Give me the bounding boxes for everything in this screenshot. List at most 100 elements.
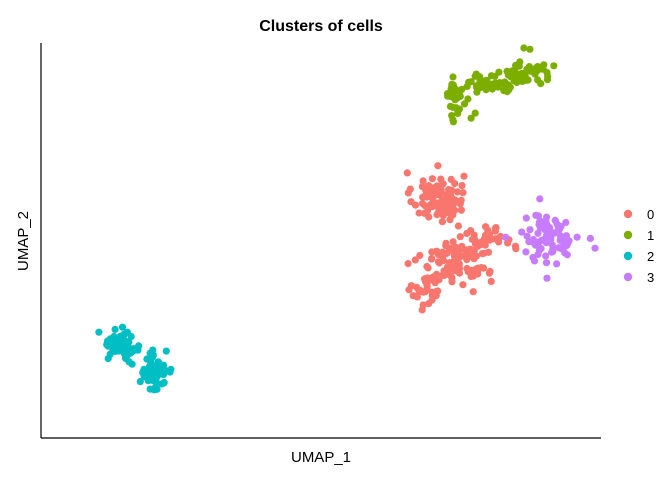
- point-cluster-3: [545, 235, 553, 243]
- point-cluster-0: [451, 179, 459, 188]
- point-cluster-2: [127, 333, 135, 341]
- point-cluster-3: [586, 234, 595, 242]
- point-cluster-0: [418, 200, 427, 208]
- point-cluster-0: [480, 264, 488, 272]
- point-cluster-3: [543, 274, 551, 282]
- point-cluster-0: [476, 241, 484, 249]
- point-cluster-1: [495, 68, 503, 76]
- point-cluster-1: [531, 65, 539, 73]
- point-cluster-2: [120, 337, 128, 345]
- legend-swatch-2: [623, 251, 633, 261]
- point-cluster-3: [573, 233, 581, 241]
- point-cluster-2: [159, 370, 167, 378]
- point-cluster-0: [437, 175, 445, 183]
- point-cluster-3: [562, 232, 571, 240]
- legend-label-3: 3: [647, 270, 654, 285]
- point-cluster-0: [404, 189, 412, 197]
- point-cluster-2: [140, 365, 148, 373]
- point-cluster-0: [487, 277, 495, 285]
- point-cluster-0: [448, 202, 456, 210]
- point-cluster-2: [143, 355, 151, 363]
- point-cluster-3: [522, 248, 530, 256]
- series-1-points: [443, 44, 558, 126]
- point-cluster-0: [454, 222, 462, 230]
- series-0-points: [403, 162, 520, 314]
- series-2-points: [95, 323, 175, 394]
- point-cluster-0: [449, 238, 457, 246]
- point-cluster-0: [460, 172, 468, 180]
- point-cluster-3: [526, 226, 534, 234]
- point-cluster-1: [543, 76, 552, 84]
- point-cluster-0: [422, 186, 430, 194]
- point-cluster-1: [447, 85, 455, 93]
- point-cluster-1: [501, 78, 509, 86]
- point-cluster-0: [445, 265, 453, 273]
- point-cluster-2: [108, 342, 116, 350]
- point-cluster-3: [523, 232, 531, 240]
- legend: 0 1 2 3: [623, 207, 654, 285]
- legend-item-2: 2: [623, 249, 654, 264]
- point-cluster-0: [405, 286, 413, 294]
- point-cluster-0: [453, 188, 462, 196]
- point-cluster-2: [104, 355, 112, 363]
- point-cluster-1: [526, 45, 534, 53]
- point-cluster-2: [106, 335, 114, 343]
- point-cluster-3: [535, 246, 544, 254]
- point-cluster-0: [468, 266, 476, 274]
- point-cluster-0: [458, 182, 466, 190]
- point-cluster-3: [553, 220, 561, 228]
- point-cluster-0: [435, 207, 443, 215]
- point-cluster-3: [550, 229, 558, 237]
- point-cluster-3: [542, 259, 551, 267]
- point-cluster-0: [484, 248, 493, 256]
- point-cluster-3: [556, 236, 564, 244]
- point-cluster-1: [534, 76, 542, 84]
- point-cluster-2: [136, 378, 144, 386]
- point-cluster-3: [542, 252, 550, 260]
- point-cluster-0: [435, 276, 443, 284]
- point-cluster-2: [151, 384, 159, 392]
- point-cluster-2: [162, 347, 170, 355]
- point-cluster-0: [448, 274, 456, 282]
- point-cluster-0: [459, 281, 467, 289]
- point-cluster-0: [456, 233, 464, 241]
- point-cluster-2: [120, 330, 128, 338]
- point-cluster-0: [416, 251, 424, 260]
- x-axis-label: UMAP_1: [291, 449, 351, 466]
- point-cluster-0: [411, 256, 419, 264]
- point-cluster-2: [146, 349, 154, 357]
- point-cluster-1: [443, 90, 452, 98]
- point-cluster-0: [428, 288, 436, 296]
- point-cluster-2: [160, 379, 168, 387]
- point-cluster-0: [486, 230, 494, 238]
- point-cluster-1: [467, 114, 475, 122]
- point-cluster-0: [407, 198, 415, 206]
- legend-label-0: 0: [647, 207, 654, 222]
- point-cluster-1: [520, 44, 528, 52]
- legend-swatch-3: [623, 272, 633, 282]
- point-cluster-3: [522, 214, 530, 222]
- point-cluster-2: [111, 325, 119, 333]
- point-cluster-0: [415, 209, 423, 217]
- point-cluster-0: [491, 224, 499, 232]
- point-cluster-0: [428, 248, 436, 256]
- point-cluster-3: [536, 217, 544, 225]
- point-cluster-1: [516, 58, 524, 66]
- point-cluster-1: [454, 109, 462, 118]
- point-cluster-0: [456, 264, 464, 272]
- legend-item-0: 0: [623, 207, 654, 222]
- point-cluster-3: [553, 260, 561, 268]
- point-cluster-0: [419, 177, 427, 185]
- point-cluster-1: [449, 73, 457, 81]
- legend-swatch-0: [623, 209, 633, 219]
- legend-label-1: 1: [647, 228, 654, 243]
- point-cluster-0: [438, 218, 446, 226]
- point-cluster-0: [449, 211, 457, 219]
- point-cluster-0: [452, 243, 460, 251]
- legend-label-2: 2: [647, 249, 654, 264]
- point-cluster-3: [538, 236, 547, 244]
- point-cluster-0: [453, 253, 461, 261]
- point-cluster-0: [511, 242, 520, 250]
- point-cluster-3: [563, 241, 571, 250]
- point-cluster-3: [536, 195, 544, 203]
